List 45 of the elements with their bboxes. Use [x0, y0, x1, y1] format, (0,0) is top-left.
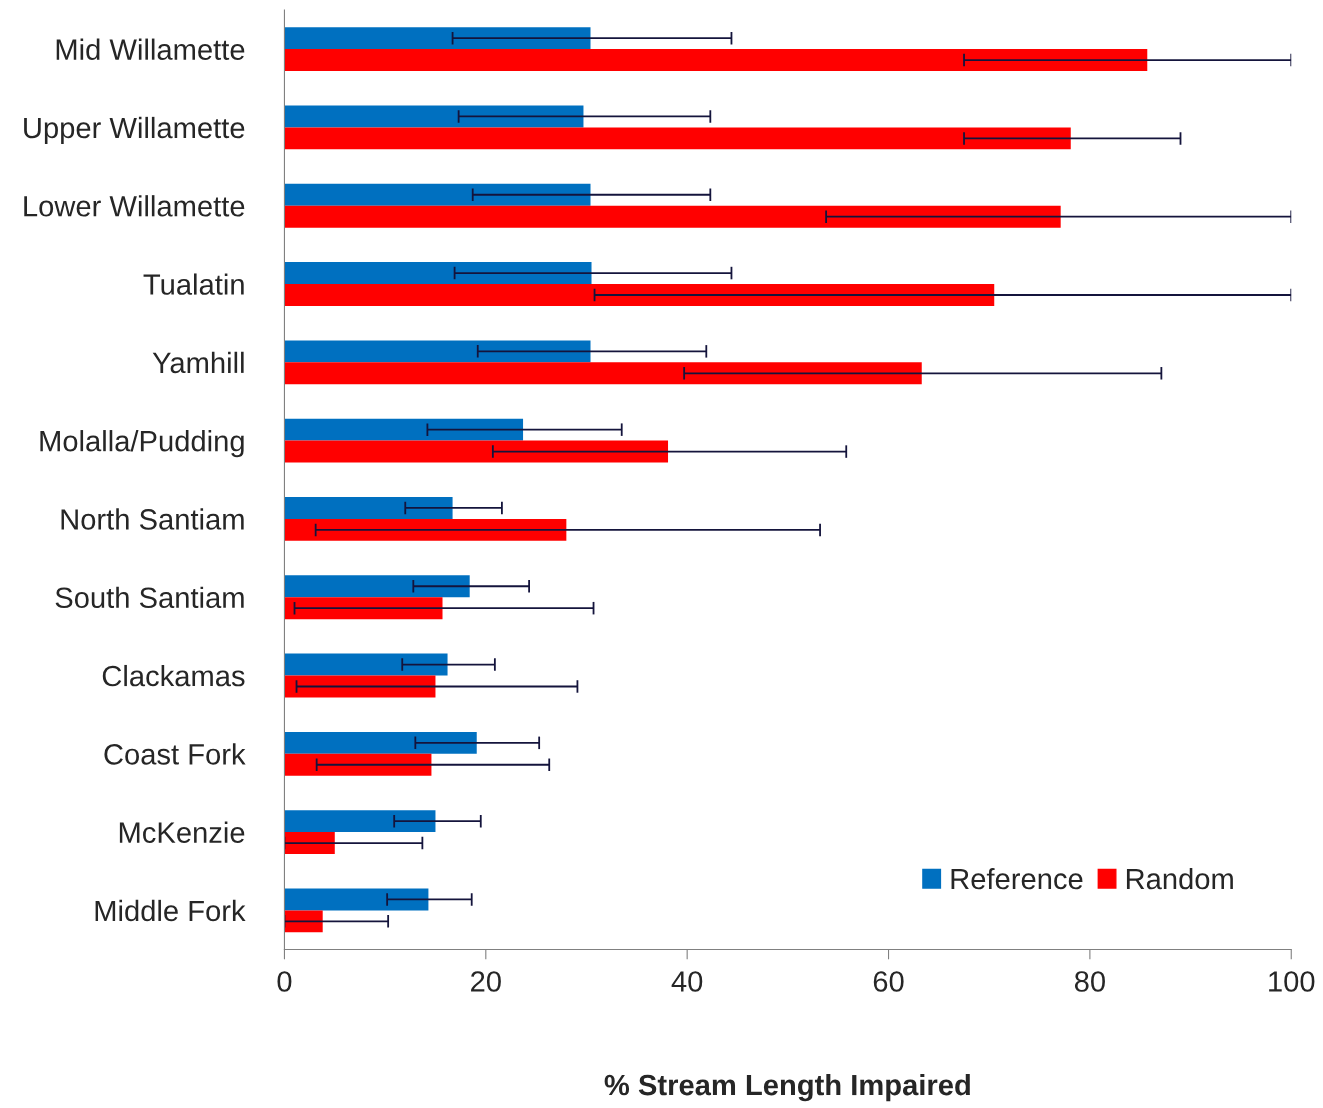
bar: [284, 731, 477, 754]
y-tick-label: North Santiam: [61, 508, 244, 530]
bar: [284, 49, 1148, 72]
x-tick-label: 0: [277, 971, 292, 992]
bar: [284, 575, 470, 598]
y-tick-label: Tualatin: [143, 273, 244, 295]
x-axis-title: % Stream Length Impaired: [604, 1073, 970, 1102]
x-tick-label: 20: [471, 971, 501, 992]
bar: [284, 675, 436, 698]
bar: [284, 832, 335, 855]
y-tick-label: Molalla/Pudding: [40, 430, 244, 458]
bar: [284, 205, 1061, 228]
y-tick-label: Middle Fork: [95, 899, 246, 922]
x-tick-label: 80: [1074, 971, 1105, 992]
bar: [284, 597, 443, 620]
x-tick-label: 60: [873, 971, 904, 992]
y-tick-label: South Santiam: [55, 586, 244, 609]
y-tick-label: Yamhill: [152, 351, 244, 374]
x-tick-label: 100: [1269, 971, 1315, 992]
bar: [284, 753, 432, 776]
bar: [284, 27, 591, 50]
y-tick-label: McKenzie: [119, 821, 245, 843]
bar: [284, 183, 591, 206]
bar: [284, 105, 584, 128]
bar: [284, 262, 592, 285]
bar: [284, 496, 453, 519]
x-tick-label: 40: [671, 971, 703, 992]
legend-label: Random: [1126, 867, 1233, 890]
y-tick-label: Coast Fork: [104, 743, 246, 765]
y-tick-label: Mid Willamette: [56, 38, 245, 60]
bar: [284, 810, 436, 833]
bar: [284, 284, 995, 306]
y-tick-label: Upper Willamette: [24, 116, 245, 145]
legend-label: Reference: [951, 867, 1083, 890]
bar: [284, 362, 922, 385]
bar: [284, 340, 591, 363]
bar: [284, 418, 524, 441]
bar: [284, 440, 669, 463]
y-tick-label: Clackamas: [102, 664, 245, 687]
bar: [284, 653, 448, 676]
bar: [284, 518, 567, 541]
bar: [284, 127, 1071, 150]
bar: [284, 910, 323, 933]
y-tick-label: Lower Willamette: [24, 195, 245, 217]
bar: [284, 888, 429, 911]
